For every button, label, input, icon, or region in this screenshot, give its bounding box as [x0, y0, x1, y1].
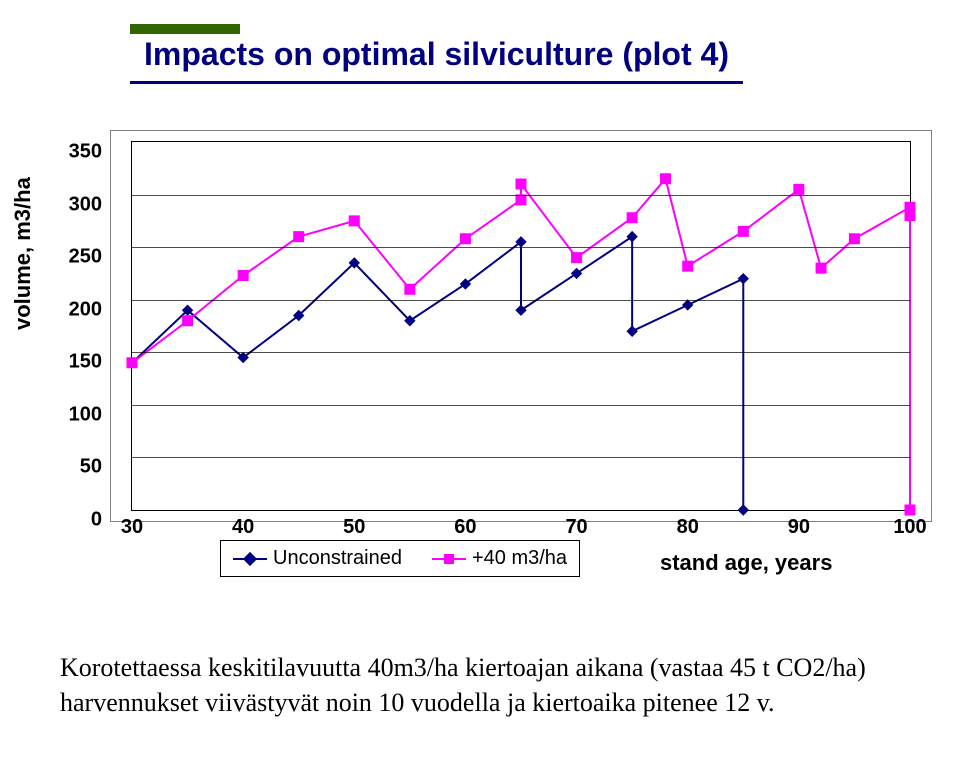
y-tick-label: 150 [69, 351, 102, 374]
plot-outer-box: 05010015020025030035030405060708090100 [110, 130, 932, 522]
y-tick-label: 300 [69, 193, 102, 216]
x-tick-label: 80 [677, 516, 699, 539]
x-tick-label: 100 [893, 516, 926, 539]
y-tick-label: 350 [69, 141, 102, 164]
x-tick-label: 90 [788, 516, 810, 539]
page-title: Impacts on optimal silviculture (plot 4) [144, 36, 729, 72]
y-axis-label: volume, m3/ha [10, 177, 36, 330]
y-tick-label: 100 [69, 403, 102, 426]
x-tick-label: 70 [565, 516, 587, 539]
series-svg [132, 142, 910, 510]
plot-inner-box: 05010015020025030035030405060708090100 [131, 141, 911, 511]
legend-label-plus40: +40 m3/ha [472, 547, 567, 570]
legend-item-unconstrained: Unconstrained [233, 547, 402, 570]
x-axis-label: stand age, years [660, 550, 832, 576]
caption-text: Korotettaessa keskitilavuutta 40m3/ha ki… [60, 650, 920, 720]
x-tick-label: 50 [343, 516, 365, 539]
legend-label-unconstrained: Unconstrained [273, 547, 402, 570]
y-tick-label: 250 [69, 246, 102, 269]
y-tick-label: 200 [69, 298, 102, 321]
x-tick-label: 40 [232, 516, 254, 539]
legend-swatch-plus40 [432, 558, 466, 560]
title-box: Impacts on optimal silviculture (plot 4) [130, 30, 743, 84]
x-tick-label: 30 [121, 516, 143, 539]
y-tick-label: 50 [80, 456, 102, 479]
chart-container: volume, m3/ha 05010015020025030035030405… [20, 130, 940, 610]
y-tick-label: 0 [91, 509, 102, 532]
legend-item-plus40: +40 m3/ha [432, 547, 567, 570]
title-block: Impacts on optimal silviculture (plot 4) [130, 24, 750, 84]
legend: Unconstrained +40 m3/ha [220, 540, 580, 577]
legend-swatch-unconstrained [233, 558, 267, 560]
x-tick-label: 60 [454, 516, 476, 539]
